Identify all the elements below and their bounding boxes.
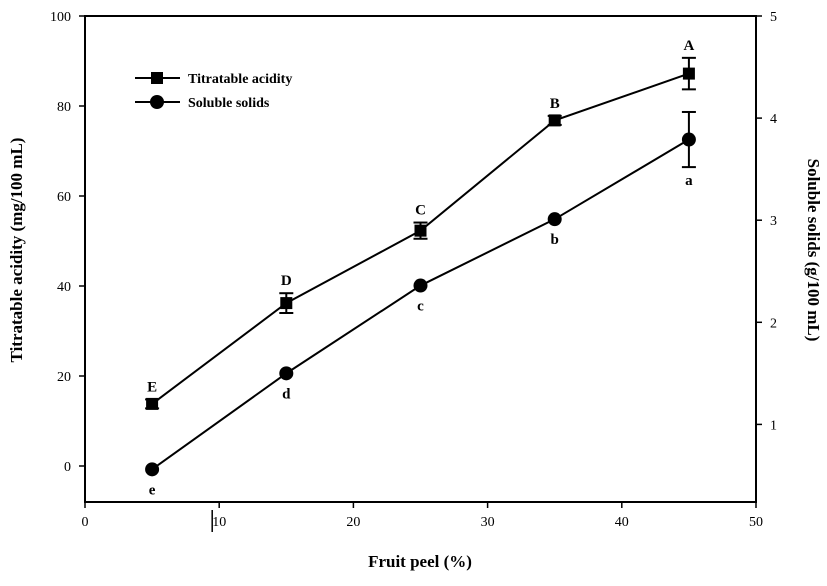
x-tick-label: 20 — [346, 515, 360, 530]
left-y-tick-label: 100 — [50, 10, 71, 25]
significance-label: a — [685, 173, 693, 189]
data-point-square — [548, 114, 561, 127]
legend-label: Titratable acidity — [188, 72, 292, 87]
right-y-tick-label: 5 — [770, 10, 777, 25]
x-tick-label: 10 — [212, 515, 226, 530]
data-point-circle — [279, 366, 294, 381]
data-point-circle — [681, 132, 696, 147]
significance-label: E — [147, 379, 157, 395]
data-point-square — [414, 224, 427, 237]
legend-item: Titratable acidity — [135, 72, 292, 87]
significance-label: d — [282, 386, 291, 402]
right-y-tick-label: 3 — [770, 214, 777, 229]
x-tick-label: 30 — [481, 515, 495, 530]
right-y-tick-label: 1 — [770, 418, 777, 433]
legend-item: Soluble solids — [135, 95, 270, 111]
left-y-axis-title: Titratable acidity (mg/100 mL) — [7, 138, 26, 363]
significance-label: A — [683, 38, 694, 54]
legend: Titratable acidity Soluble solids — [135, 72, 292, 111]
right-y-tick-label: 2 — [770, 316, 777, 331]
x-axis: 0 10 20 30 40 50 — [82, 502, 763, 532]
significance-label: e — [149, 482, 156, 498]
data-point-square — [280, 297, 293, 310]
right-y-axis: 1 2 3 4 5 — [756, 10, 777, 433]
right-y-tick-label: 4 — [770, 112, 777, 127]
x-tick-label: 0 — [82, 515, 89, 530]
plot-frame — [84, 15, 757, 503]
left-y-tick-label: 0 — [64, 460, 71, 475]
x-tick-label: 50 — [749, 515, 763, 530]
legend-marker-circle — [150, 95, 164, 109]
left-y-tick-label: 20 — [57, 370, 71, 385]
x-tick-label: 40 — [615, 515, 629, 530]
significance-label: C — [415, 203, 426, 219]
significance-label: D — [281, 273, 292, 289]
significance-label: B — [550, 96, 560, 112]
data-point-square — [146, 397, 159, 410]
right-y-axis-title: Soluble solids (g/100 mL) — [804, 159, 823, 342]
data-point-circle — [145, 462, 160, 477]
x-axis-title: Fruit peel (%) — [368, 552, 472, 571]
legend-marker-square — [151, 72, 163, 84]
data-point-circle — [413, 278, 428, 293]
left-y-axis: 0 20 40 60 80 100 — [50, 10, 85, 475]
series-1: E D C B A — [145, 38, 696, 410]
legend-label: Soluble solids — [188, 96, 270, 111]
significance-label: b — [551, 232, 559, 248]
data-point-circle — [547, 212, 562, 227]
data-point-square — [682, 67, 695, 80]
left-y-tick-label: 40 — [57, 280, 71, 295]
series-2: e d c b a — [145, 110, 696, 498]
left-y-tick-label: 80 — [57, 100, 71, 115]
plot-border — [84, 15, 757, 503]
significance-label: c — [417, 299, 424, 315]
left-y-tick-label: 60 — [57, 190, 71, 205]
series-layer: E D C B Ae d c b a — [145, 38, 696, 498]
